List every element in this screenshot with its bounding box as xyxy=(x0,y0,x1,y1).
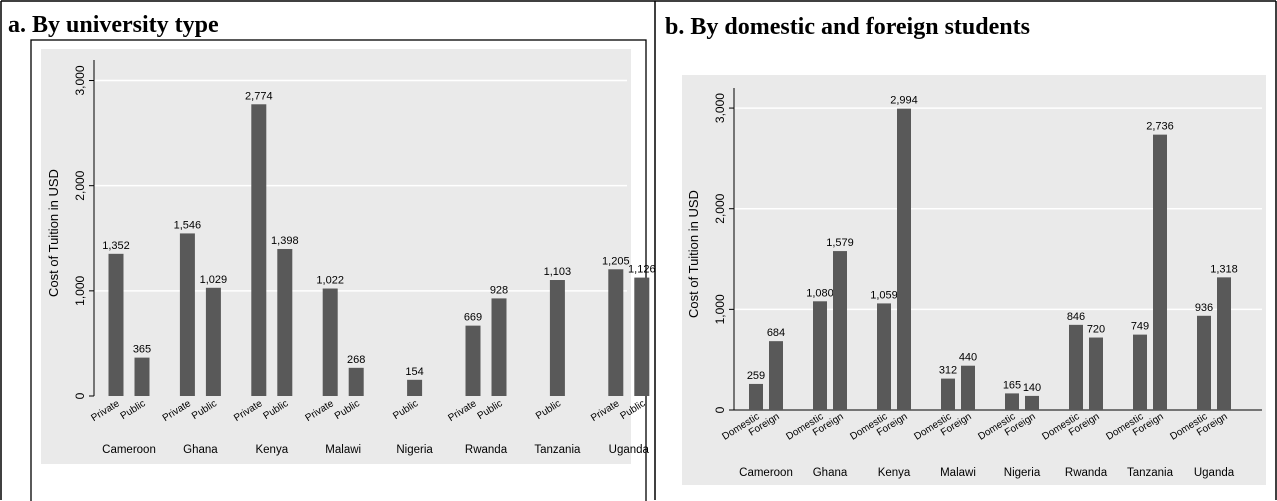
bar xyxy=(348,367,364,396)
data-label: 1,398 xyxy=(271,235,299,247)
y-tick-label: 0 xyxy=(713,406,727,413)
data-label: 1,022 xyxy=(316,275,344,287)
y-axis-title: Cost of Tuition in USD xyxy=(686,190,701,318)
group-label: Cameroon xyxy=(739,467,793,479)
bar xyxy=(549,280,565,396)
data-label: 669 xyxy=(464,312,482,324)
y-tick-label: 0 xyxy=(73,392,87,399)
group-label: Nigeria xyxy=(396,444,433,456)
data-label: 846 xyxy=(1067,311,1085,323)
data-label: 1,059 xyxy=(870,289,898,301)
data-label: 2,994 xyxy=(890,95,918,107)
bar xyxy=(179,233,195,396)
chart-a: 0 1,000 2,000 3,000 Cost of Tuition in USD 1,… xyxy=(41,49,656,464)
bar xyxy=(833,251,847,410)
panel-b-title: b. By domestic and foreign students xyxy=(665,14,1030,40)
bar xyxy=(608,269,624,396)
data-label: 928 xyxy=(490,284,508,296)
bar xyxy=(407,379,423,396)
data-label: 312 xyxy=(939,365,957,377)
data-label: 1,546 xyxy=(174,219,202,231)
chart-b: 0 1,000 2,000 3,000 Cost of Tuition in USD 25… xyxy=(682,75,1266,485)
data-label: 268 xyxy=(347,354,365,366)
bar xyxy=(1005,393,1019,410)
bar xyxy=(205,287,221,396)
data-label: 720 xyxy=(1087,324,1105,336)
data-label: 165 xyxy=(1003,379,1021,391)
data-label: 936 xyxy=(1195,302,1213,314)
data-label: 140 xyxy=(1023,382,1041,394)
data-label: 2,774 xyxy=(245,90,273,102)
data-label: 1,126 xyxy=(628,264,656,276)
bar xyxy=(941,378,955,410)
bar xyxy=(322,288,338,396)
group-label: Nigeria xyxy=(1004,467,1041,479)
data-label: 259 xyxy=(747,370,765,382)
data-label: 684 xyxy=(767,327,785,339)
group-label: Rwanda xyxy=(1065,467,1108,479)
bar xyxy=(1217,277,1231,410)
bar xyxy=(134,357,150,396)
bar xyxy=(749,383,763,410)
bar xyxy=(1197,315,1211,410)
plot-background xyxy=(41,49,631,464)
bar xyxy=(108,253,124,396)
bar xyxy=(634,277,650,396)
data-label: 1,080 xyxy=(806,287,834,299)
bar xyxy=(877,303,891,410)
data-label: 749 xyxy=(1131,321,1149,333)
data-label: 154 xyxy=(405,366,423,378)
group-label: Kenya xyxy=(878,467,911,479)
y-axis-title: Cost of Tuition in USD xyxy=(46,169,61,297)
data-label: 365 xyxy=(133,344,151,356)
data-label: 1,029 xyxy=(200,274,228,286)
group-label: Tanzania xyxy=(1127,467,1174,479)
group-label: Tanzania xyxy=(534,444,581,456)
group-label: Kenya xyxy=(255,444,288,456)
group-label: Rwanda xyxy=(465,444,508,456)
y-tick-label: 2,000 xyxy=(73,170,87,200)
y-tick-label: 3,000 xyxy=(73,65,87,95)
bar xyxy=(277,248,293,396)
data-label: 1,103 xyxy=(544,266,572,278)
group-label: Uganda xyxy=(1194,467,1235,479)
group-label: Ghana xyxy=(183,444,218,456)
bar xyxy=(1133,334,1147,410)
data-label: 1,205 xyxy=(602,255,630,267)
group-label: Malawi xyxy=(940,467,976,479)
panel-a-title: a. By university type xyxy=(8,12,219,38)
bar xyxy=(491,298,507,396)
data-label: 1,318 xyxy=(1210,263,1238,275)
group-label: Uganda xyxy=(609,444,650,456)
bar xyxy=(1089,337,1103,410)
group-label: Ghana xyxy=(813,467,848,479)
bar xyxy=(251,104,267,396)
y-tick-label: 3,000 xyxy=(713,93,727,123)
bar xyxy=(961,365,975,410)
y-tick-label: 1,000 xyxy=(713,294,727,324)
bar xyxy=(769,341,783,410)
y-tick-label: 1,000 xyxy=(73,275,87,305)
bar xyxy=(465,325,481,396)
bar xyxy=(897,108,911,410)
data-label: 2,736 xyxy=(1146,121,1174,133)
plot-background xyxy=(682,75,1266,485)
data-label: 1,352 xyxy=(102,240,130,252)
data-label: 1,579 xyxy=(826,237,854,249)
data-label: 440 xyxy=(959,352,977,364)
bar xyxy=(1153,134,1167,411)
bar xyxy=(813,301,827,410)
bar xyxy=(1069,324,1083,410)
bar xyxy=(1025,395,1039,410)
group-label: Cameroon xyxy=(102,444,156,456)
y-tick-label: 2,000 xyxy=(713,193,727,223)
group-label: Malawi xyxy=(325,444,361,456)
